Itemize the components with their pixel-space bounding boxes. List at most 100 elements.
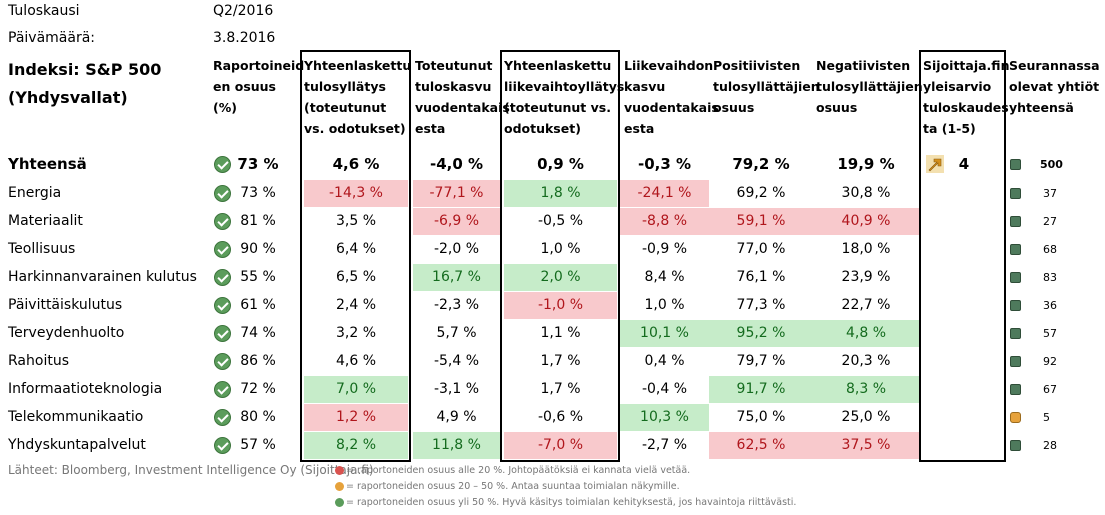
positive-share-cell: 77,0 % xyxy=(736,241,786,257)
green-check-icon xyxy=(335,498,344,507)
revenue-growth-cell: 0,4 % xyxy=(644,353,685,369)
header-negative-share: Negatiivisten tulosyllättäjien osuus xyxy=(816,58,923,115)
negative-share-cell: 23,9 % xyxy=(841,269,891,285)
positive-share-cell: 59,1 % xyxy=(709,208,813,235)
legend-green-text: = raportoneiden osuus yli 50 %. Hyvä käs… xyxy=(346,497,797,508)
total-negative-share-cell: 19,9 % xyxy=(837,155,895,173)
total-positive-share-cell: 79,2 % xyxy=(732,155,790,173)
header-positive-share: Positiivisten tulosyllättäjien osuus xyxy=(713,58,820,115)
revenue-surprise-cell: 1,7 % xyxy=(540,381,581,397)
earnings-growth-cell: -2,0 % xyxy=(433,241,480,257)
earnings-growth-cell: 16,7 % xyxy=(413,264,500,291)
revenue-surprise-cell: 1,1 % xyxy=(540,325,581,341)
total-earnings-growth-cell: -4,0 % xyxy=(429,155,484,173)
sector-count: 5 xyxy=(1043,411,1050,424)
sector-count: 37 xyxy=(1043,187,1057,200)
earnings-growth-cell: 4,9 % xyxy=(436,409,477,425)
negative-share-cell: 4,8 % xyxy=(813,320,919,347)
revenue-growth-cell: 8,4 % xyxy=(644,269,685,285)
status-square-icon xyxy=(1010,216,1021,227)
revenue-growth-cell: -24,1 % xyxy=(620,180,709,207)
revenue-growth-cell: -0,9 % xyxy=(641,241,688,257)
red-x-icon xyxy=(335,466,344,475)
source-note: Lähteet: Bloomberg, Investment Intellige… xyxy=(8,463,374,477)
total-reported: 73 % xyxy=(237,155,279,173)
status-square-icon xyxy=(1010,328,1021,339)
status-square-icon xyxy=(1010,272,1021,283)
green-check-icon xyxy=(214,381,231,398)
earnings-surprise-cell: 3,5 % xyxy=(335,213,377,229)
legend-red: = raportoneiden osuus alle 20 %. Johtopä… xyxy=(335,465,690,476)
sector-count: 67 xyxy=(1043,383,1057,396)
up-right-arrow-icon xyxy=(926,155,944,173)
green-check-icon xyxy=(214,213,231,230)
header-rating: Sijoittaja.fin yleisarvio tuloskaudes ta… xyxy=(923,58,1010,136)
sector-count: 68 xyxy=(1043,243,1057,256)
sector-reported: 90 % xyxy=(240,241,276,257)
sector-reported: 86 % xyxy=(240,353,276,369)
total-label: Yhteensä xyxy=(8,155,87,173)
earnings-growth-cell: -77,1 % xyxy=(413,180,500,207)
legend-orange-text: = raportoneiden osuus 20 – 50 %. Antaa s… xyxy=(346,481,680,492)
negative-share-cell: 25,0 % xyxy=(841,409,891,425)
status-orange-icon xyxy=(1010,412,1021,423)
revenue-surprise-cell: 2,0 % xyxy=(504,264,617,291)
positive-share-cell: 76,1 % xyxy=(736,269,786,285)
negative-share-cell: 37,5 % xyxy=(813,432,919,459)
positive-share-cell: 75,0 % xyxy=(736,409,786,425)
revenue-surprise-cell: 1,8 % xyxy=(504,180,617,207)
index-title: Indeksi: S&P 500 xyxy=(8,60,162,79)
sector-label: Yhdyskuntapalvelut xyxy=(8,437,146,453)
sector-reported: 80 % xyxy=(240,409,276,425)
earnings-surprise-cell: -14,3 % xyxy=(304,180,408,207)
green-check-icon xyxy=(214,353,231,370)
total-earnings-surprise-cell: 4,6 % xyxy=(332,155,380,173)
sector-label: Telekommunikaatio xyxy=(8,409,144,425)
revenue-growth-cell: 10,3 % xyxy=(620,404,709,431)
sector-label: Rahoitus xyxy=(8,353,69,369)
green-check-icon xyxy=(214,269,231,286)
negative-share-cell: 40,9 % xyxy=(813,208,919,235)
earnings-surprise-cell: 1,2 % xyxy=(304,404,408,431)
date-label: Päivämäärä: xyxy=(8,30,95,46)
status-square-icon xyxy=(1010,300,1021,311)
status-square-icon xyxy=(1010,188,1021,199)
index-subtitle: (Yhdysvallat) xyxy=(8,88,128,107)
sector-label: Päivittäiskulutus xyxy=(8,297,123,313)
green-check-icon xyxy=(214,156,231,173)
sector-reported: 57 % xyxy=(240,437,276,453)
header-revenue-growth: Liikevaihdon kasvu vuodentakais esta xyxy=(624,58,719,136)
green-check-icon xyxy=(214,297,231,314)
earnings-growth-cell: 11,8 % xyxy=(413,432,500,459)
legend-orange: = raportoneiden osuus 20 – 50 %. Antaa s… xyxy=(335,481,680,492)
positive-share-cell: 69,2 % xyxy=(736,185,786,201)
negative-share-cell: 20,3 % xyxy=(841,353,891,369)
earnings-growth-cell: -2,3 % xyxy=(433,297,480,313)
sector-label: Terveydenhuolto xyxy=(8,325,125,341)
positive-share-cell: 95,2 % xyxy=(709,320,813,347)
revenue-surprise-cell: -1,0 % xyxy=(504,292,617,319)
date-value: 3.8.2016 xyxy=(213,30,276,46)
period-label: Tuloskausi xyxy=(8,3,80,19)
sector-reported: 61 % xyxy=(240,297,276,313)
status-square-icon xyxy=(1010,356,1021,367)
sector-count: 27 xyxy=(1043,215,1057,228)
header-earnings-growth: Toteutunut tuloskasvu vuodentakais esta xyxy=(415,58,510,136)
revenue-surprise-cell: -0,5 % xyxy=(537,213,584,229)
revenue-growth-cell: 10,1 % xyxy=(620,320,709,347)
sector-label: Informaatioteknologia xyxy=(8,381,163,397)
status-square-icon xyxy=(1010,440,1021,451)
earnings-growth-cell: 5,7 % xyxy=(436,325,477,341)
revenue-surprise-cell: 1,0 % xyxy=(540,241,581,257)
negative-share-cell: 22,7 % xyxy=(841,297,891,313)
status-square-icon xyxy=(1010,384,1021,395)
negative-share-cell: 18,0 % xyxy=(841,241,891,257)
earnings-growth-cell: -5,4 % xyxy=(433,353,480,369)
revenue-surprise-cell: -0,6 % xyxy=(537,409,584,425)
sector-count: 57 xyxy=(1043,327,1057,340)
earnings-growth-cell: -6,9 % xyxy=(413,208,500,235)
green-check-icon xyxy=(214,409,231,426)
sector-reported: 72 % xyxy=(240,381,276,397)
positive-share-cell: 77,3 % xyxy=(736,297,786,313)
legend-red-text: = raportoneiden osuus alle 20 %. Johtopä… xyxy=(346,465,691,476)
